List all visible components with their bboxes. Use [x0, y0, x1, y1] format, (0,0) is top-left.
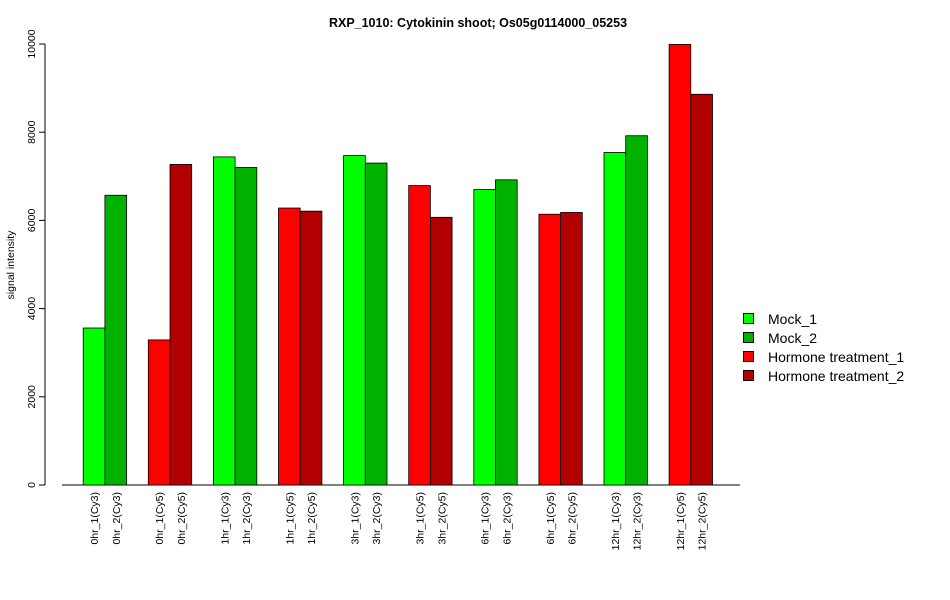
- bar: [625, 135, 648, 486]
- bar: [104, 194, 128, 486]
- x-tick-label: 0hr_2(Cy3): [111, 492, 123, 545]
- legend-swatch: [743, 351, 754, 362]
- legend-label: Hormone treatment_2: [768, 367, 905, 384]
- y-tick-label: 8000: [26, 120, 38, 144]
- x-tick-label: 3hr_2(Cy5): [436, 492, 448, 545]
- legend-label: Hormone treatment_1: [768, 348, 905, 365]
- y-tick-label: 10000: [26, 29, 38, 58]
- y-tick-label: 4000: [26, 297, 38, 321]
- bar: [147, 339, 171, 486]
- legend-label: Mock_2: [768, 329, 818, 346]
- bar: [690, 93, 713, 486]
- x-tick-label: 6hr_2(Cy5): [566, 492, 578, 545]
- legend-swatch: [743, 313, 754, 324]
- x-tick-label: 0hr_1(Cy3): [89, 492, 101, 545]
- x-tick-label: 6hr_1(Cy3): [480, 492, 492, 545]
- chart-title: RXP_1010: Cytokinin shoot; Os05g0114000_…: [329, 16, 627, 30]
- bar: [538, 213, 562, 486]
- x-tick-label: 12hr_2(Cy5): [697, 492, 709, 550]
- x-tick-label: 0hr_2(Cy5): [176, 492, 188, 545]
- bar: [82, 327, 106, 486]
- bar: [473, 189, 496, 486]
- x-tick-label: 6hr_1(Cy5): [545, 492, 557, 545]
- x-tick-labels: 0hr_1(Cy3) 0hr_2(Cy3) 0hr_1(Cy5) 0hr_2(Cy5)…: [89, 492, 709, 550]
- legend-item: Mock_2: [743, 328, 904, 347]
- x-tick-label: 1hr_1(Cy3): [219, 492, 231, 545]
- legend-item: Hormone treatment_1: [743, 347, 904, 366]
- y-tick-label: 6000: [26, 209, 38, 233]
- x-tick-label: 6hr_2(Cy3): [501, 492, 513, 545]
- bar: [234, 167, 258, 486]
- bar: [299, 210, 323, 486]
- legend-item: Mock_1: [743, 309, 904, 328]
- x-tick-label: 1hr_2(Cy5): [306, 492, 318, 545]
- bars: [82, 44, 713, 486]
- x-tick-label: 1hr_1(Cy5): [284, 492, 296, 545]
- x-tick-label: 3hr_2(Cy3): [371, 492, 383, 545]
- legend-label: Mock_1: [768, 310, 818, 327]
- x-tick-label: 1hr_2(Cy3): [241, 492, 253, 545]
- y-axis: 0 2000 4000 6000 8000 10000: [26, 29, 46, 488]
- legend-swatch: [743, 332, 754, 343]
- bar: [343, 155, 366, 486]
- bar: [169, 163, 193, 486]
- x-tick-label: 3hr_1(Cy5): [415, 492, 427, 545]
- bar: [495, 179, 518, 486]
- bar: [668, 44, 692, 486]
- bar: [364, 162, 388, 486]
- y-axis-label: signal intensity: [5, 230, 17, 300]
- bar: [560, 212, 583, 486]
- x-tick-label: 12hr_1(Cy3): [610, 492, 622, 550]
- bar: [603, 152, 627, 486]
- bar: [408, 185, 431, 486]
- legend: Mock_1 Mock_2 Hormone treatment_1 Hormone t…: [743, 309, 904, 385]
- legend-item: Hormone treatment_2: [743, 366, 904, 385]
- bar: [278, 207, 301, 486]
- x-tick-label: 12hr_2(Cy3): [632, 492, 644, 550]
- legend-swatch: [743, 370, 754, 381]
- x-tick-label: 3hr_1(Cy3): [349, 492, 361, 545]
- bar: [429, 216, 453, 486]
- bar: [212, 156, 236, 486]
- y-tick-label: 0: [26, 482, 38, 488]
- y-tick-label: 2000: [26, 385, 38, 409]
- x-tick-label: 12hr_1(Cy5): [675, 492, 687, 550]
- x-tick-label: 0hr_1(Cy5): [154, 492, 166, 545]
